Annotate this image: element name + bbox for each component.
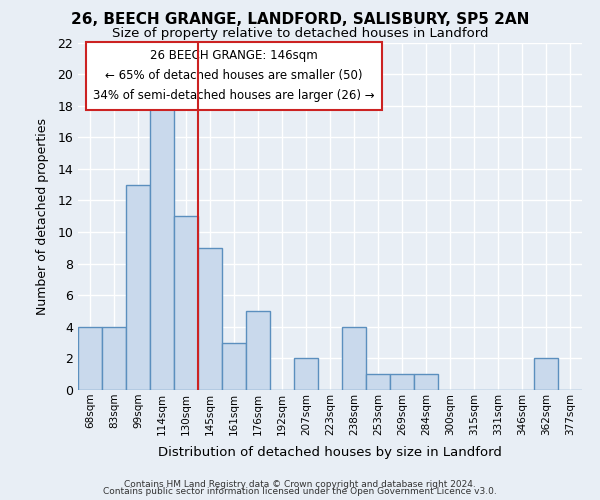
Bar — [294, 358, 318, 390]
Bar — [534, 358, 558, 390]
Bar — [222, 342, 246, 390]
Bar — [246, 311, 270, 390]
Bar — [174, 216, 198, 390]
Bar — [366, 374, 390, 390]
Bar — [342, 327, 366, 390]
Bar — [78, 327, 102, 390]
Text: 26 BEECH GRANGE: 146sqm
← 65% of detached houses are smaller (50)
34% of semi-de: 26 BEECH GRANGE: 146sqm ← 65% of detache… — [94, 50, 375, 102]
Bar — [390, 374, 414, 390]
Bar — [126, 184, 150, 390]
Bar — [414, 374, 438, 390]
Text: 26, BEECH GRANGE, LANDFORD, SALISBURY, SP5 2AN: 26, BEECH GRANGE, LANDFORD, SALISBURY, S… — [71, 12, 529, 28]
X-axis label: Distribution of detached houses by size in Landford: Distribution of detached houses by size … — [158, 446, 502, 459]
Text: Contains public sector information licensed under the Open Government Licence v3: Contains public sector information licen… — [103, 488, 497, 496]
Text: Size of property relative to detached houses in Landford: Size of property relative to detached ho… — [112, 28, 488, 40]
Bar — [102, 327, 126, 390]
Bar — [150, 106, 174, 390]
Y-axis label: Number of detached properties: Number of detached properties — [36, 118, 49, 315]
Bar — [198, 248, 222, 390]
Text: Contains HM Land Registry data © Crown copyright and database right 2024.: Contains HM Land Registry data © Crown c… — [124, 480, 476, 489]
